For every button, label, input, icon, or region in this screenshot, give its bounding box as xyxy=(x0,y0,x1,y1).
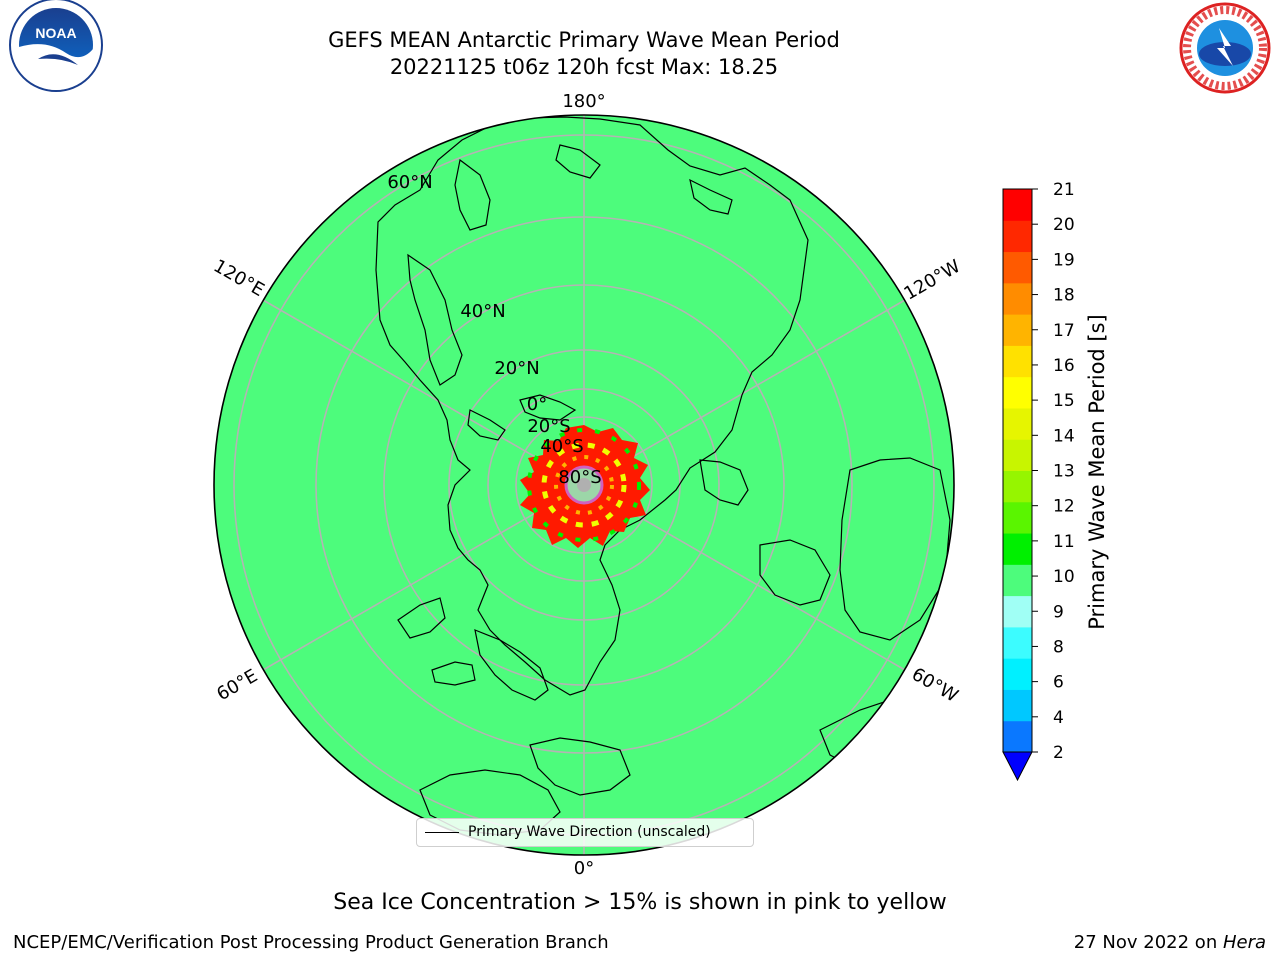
colorbar-tick-label: 6 xyxy=(1053,673,1064,693)
colorbar-tick-label: 2 xyxy=(1053,743,1064,763)
colorbar-bin xyxy=(1003,564,1032,597)
colorbar-tick-label: 17 xyxy=(1053,321,1075,341)
svg-text:NOAA: NOAA xyxy=(35,25,76,41)
colorbar-bin xyxy=(1003,314,1032,346)
parallel-label-0: 0° xyxy=(527,394,547,415)
colorbar-bin xyxy=(1003,282,1032,315)
colorbar-tick-label: 10 xyxy=(1053,567,1075,587)
meridian-label-0: 0° xyxy=(574,858,594,879)
footer-machine: Hera xyxy=(1222,932,1266,953)
parallel-label-40s: 40°S xyxy=(540,436,583,457)
colorbar-bin xyxy=(1003,626,1032,659)
colorbar-label: Primary Wave Mean Period [s] xyxy=(1085,314,1109,630)
map-subtitle: 20221125 t06z 120h fcst Max: 18.25 xyxy=(389,55,779,79)
meridian-label-60e: 60°E xyxy=(213,665,261,705)
colorbar-bin xyxy=(1003,189,1032,221)
colorbar-bin xyxy=(1003,689,1032,722)
parallel-label-40n: 40°N xyxy=(460,301,505,322)
colorbar-bin xyxy=(1003,720,1032,753)
colorbar-tick-label: 14 xyxy=(1053,426,1075,446)
footer-date-text: 27 Nov 2022 on xyxy=(1073,932,1223,953)
legend-entry: Primary Wave Direction (unscaled) xyxy=(468,824,711,840)
colorbar-bin xyxy=(1003,376,1032,409)
parallel-label-60n: 60°N xyxy=(387,172,432,193)
sea-ice-note: Sea Ice Concentration > 15% is shown in … xyxy=(333,890,947,915)
colorbar-tick-label: 15 xyxy=(1053,391,1075,411)
national-weather-service-logo xyxy=(1179,2,1271,94)
parallel-label-20n: 20°N xyxy=(494,358,539,379)
meridian-label-180: 180° xyxy=(562,91,605,112)
footer-date: 27 Nov 2022 on Hera xyxy=(1074,932,1266,953)
colorbar-bin xyxy=(1003,251,1032,284)
noaa-logo: NOAA xyxy=(9,0,103,92)
colorbar-tick-label: 19 xyxy=(1053,250,1075,270)
colorbar-tick-label: 4 xyxy=(1053,708,1064,728)
colorbar-under-extension xyxy=(1002,751,1033,782)
map-legend: Primary Wave Direction (unscaled) xyxy=(416,818,754,847)
colorbar-tick-label: 20 xyxy=(1053,215,1075,235)
colorbar-bin xyxy=(1003,595,1032,628)
wave-period-field xyxy=(520,425,650,548)
meridian-label-120w: 120°W xyxy=(901,256,965,305)
colorbar-bin xyxy=(1003,658,1032,690)
meridian-label-60w: 60°W xyxy=(908,664,962,707)
meridian-label-120e: 120°E xyxy=(210,255,268,301)
colorbar-bin xyxy=(1003,345,1032,378)
colorbar-tick-label: 12 xyxy=(1053,497,1075,517)
colorbar-bin xyxy=(1003,439,1032,471)
colorbar-tick-label: 9 xyxy=(1053,602,1064,622)
colorbar-bin xyxy=(1003,533,1032,565)
colorbar-tick-label: 8 xyxy=(1053,637,1064,657)
parallel-label-20s: 20°S xyxy=(527,416,570,437)
colorbar: 2 4 6 8 9 10 11 12 13 14 15 16 17 18 19 20 21 xyxy=(1002,180,1075,782)
parallel-labels: 60°N 40°N 20°N 0° 20°S 40°S 80°S xyxy=(387,172,601,488)
colorbar-bin xyxy=(1003,407,1032,440)
map-title: GEFS MEAN Antarctic Primary Wave Mean Pe… xyxy=(328,28,840,52)
footer-credit: NCEP/EMC/Verification Post Processing Pr… xyxy=(13,932,609,953)
colorbar-bin xyxy=(1003,220,1032,253)
coastlines xyxy=(375,116,951,836)
colorbar-tick-label: 11 xyxy=(1053,532,1075,552)
colorbar-tick-label: 16 xyxy=(1053,356,1075,376)
colorbar-tick-label: 18 xyxy=(1053,286,1075,306)
colorbar-tick-label: 21 xyxy=(1053,180,1075,200)
parallel-label-80s: 80°S xyxy=(558,467,601,488)
map-disc xyxy=(213,114,955,856)
legend-line-swatch xyxy=(425,832,459,833)
colorbar-tick-label: 13 xyxy=(1053,462,1075,482)
colorbar-bin xyxy=(1003,501,1032,534)
colorbar-bin xyxy=(1003,470,1032,503)
